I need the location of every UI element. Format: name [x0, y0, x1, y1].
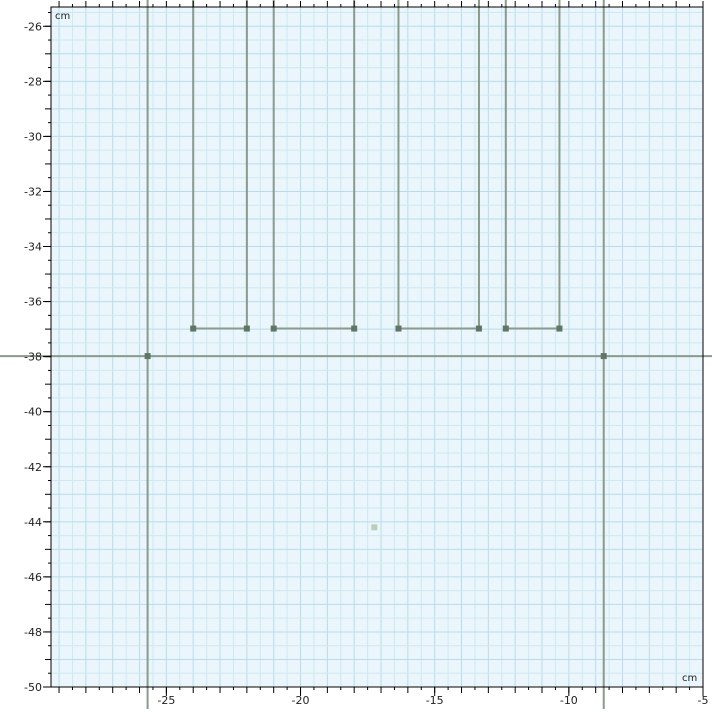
y-tick-label: -30	[24, 130, 42, 143]
u-shape-3-vertex-right[interactable]	[475, 325, 482, 332]
u-shape-1-vertex-left[interactable]	[190, 325, 197, 332]
boundary-vertex[interactable]	[144, 353, 151, 360]
u-shape-4[interactable]	[504, 0, 561, 330]
x-tick-label: -5	[698, 694, 709, 707]
y-axis-unit-label: cm	[55, 11, 70, 22]
x-axis-unit-label: cm	[682, 673, 697, 684]
y-tick-label: -26	[24, 20, 42, 33]
x-tick-label: -25	[157, 694, 175, 707]
x-tick-label: -15	[426, 694, 444, 707]
u-shape-2[interactable]	[272, 0, 356, 330]
y-tick-label: -36	[24, 296, 42, 309]
plot-frame	[50, 6, 704, 688]
y-tick-label: -44	[24, 516, 42, 529]
u-shape-2-vertex-left[interactable]	[270, 325, 277, 332]
boundary-vertex[interactable]	[600, 353, 607, 360]
y-tick-label: -40	[24, 406, 42, 419]
u-shape-1-vertex-right[interactable]	[243, 325, 250, 332]
u-shape-2-vertex-right[interactable]	[351, 325, 358, 332]
u-shape-4-vertex-left[interactable]	[502, 325, 509, 332]
y-tick-label: -28	[24, 75, 42, 88]
y-tick-label: -34	[24, 241, 42, 254]
plot-background[interactable]	[51, 7, 703, 687]
x-tick-label: -20	[292, 694, 310, 707]
u-shape-3-vertex-left[interactable]	[395, 325, 402, 332]
x-tick-label: -10	[560, 694, 578, 707]
u-shape-3[interactable]	[397, 0, 480, 330]
isolated-point[interactable]	[371, 524, 378, 531]
axis-ticks: -25 -20 -15 -10 -5 -26 -28 -30 -32 -34 -36 -38 -40 -4…	[24, 1, 708, 707]
y-tick-label: -46	[24, 571, 42, 584]
y-tick-label: -48	[24, 626, 42, 639]
y-tick-label: -38	[24, 351, 42, 364]
y-tick-label: -32	[24, 185, 42, 198]
u-shape-1[interactable]	[192, 0, 248, 330]
y-tick-label: -42	[24, 461, 42, 474]
u-shape-4-vertex-right[interactable]	[556, 325, 563, 332]
grid-lines	[51, 7, 704, 688]
y-tick-label: -50	[24, 681, 42, 694]
